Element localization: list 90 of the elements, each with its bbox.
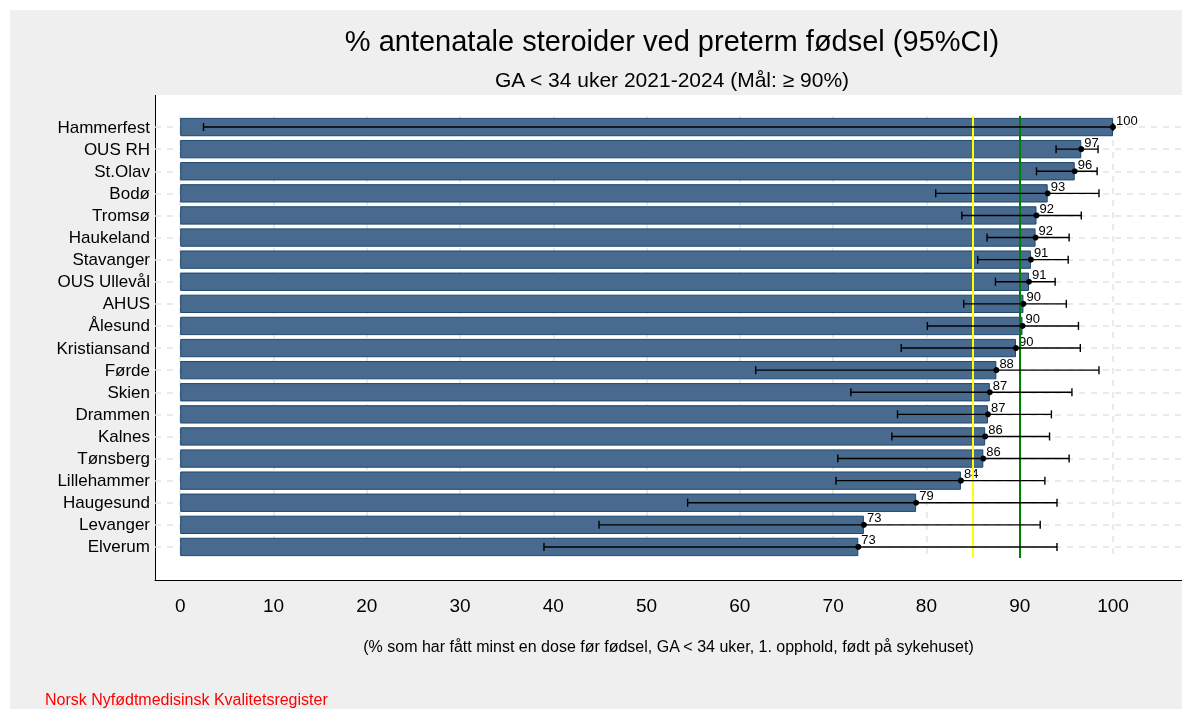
- point: [1078, 146, 1085, 153]
- x-tick-label: 80: [915, 595, 937, 616]
- point: [1032, 234, 1039, 241]
- bar: [180, 537, 859, 557]
- bar: [180, 405, 988, 424]
- data-label: 93: [1050, 178, 1066, 194]
- y-tick-label: Kalnes: [98, 426, 150, 446]
- point: [1044, 190, 1051, 197]
- y-tick-label: Kristiansand: [56, 338, 150, 358]
- point: [1019, 322, 1026, 329]
- data-label: 90: [1025, 311, 1040, 327]
- y-tick-label: OUS RH: [83, 139, 150, 159]
- point: [913, 499, 920, 506]
- point: [957, 477, 964, 484]
- bar: [180, 250, 1031, 269]
- y-tick-label: Lillehammer: [57, 471, 151, 491]
- point: [1027, 256, 1034, 263]
- bar: [180, 449, 984, 468]
- data-label: 73: [861, 532, 876, 548]
- data-label: 91: [1032, 267, 1047, 283]
- y-tick-label: Stavanger: [72, 250, 151, 270]
- point: [1071, 168, 1078, 175]
- y-tick-label: Levanger: [79, 515, 151, 535]
- bar: [180, 383, 990, 402]
- y-tick-label: Førde: [104, 360, 150, 380]
- data-label: 92: [1038, 223, 1054, 239]
- text: Norsk Nyfødtmedisinsk Kvalitetsregister: [45, 690, 329, 708]
- bar: [180, 493, 917, 512]
- data-label: 92: [1039, 200, 1054, 216]
- bar: [180, 184, 1048, 203]
- point: [860, 521, 867, 528]
- point: [1026, 278, 1033, 285]
- x-tick-label: 100: [1097, 595, 1129, 616]
- data-label: 97: [1084, 134, 1099, 150]
- y-tick-label: Tønsberg: [77, 449, 150, 469]
- y-tick-label: St.Olav: [94, 161, 151, 181]
- y-tick-label: AHUS: [102, 294, 150, 314]
- bar: [180, 471, 961, 490]
- bar: [180, 139, 1082, 159]
- y-tick-label: Skien: [107, 382, 150, 402]
- data-label: 88: [999, 355, 1014, 371]
- y-tick-label: Ålesund: [88, 316, 150, 336]
- point: [982, 433, 989, 440]
- data-label: 100: [1115, 112, 1138, 128]
- y-tick-label: Tromsø: [92, 205, 150, 225]
- point: [1020, 300, 1027, 307]
- data-label: 87: [990, 399, 1006, 415]
- point: [855, 543, 862, 550]
- x-tick-label: 20: [356, 595, 378, 616]
- bar: [180, 228, 1036, 247]
- bar: [180, 338, 1016, 358]
- bar: [180, 360, 997, 380]
- point: [993, 367, 1000, 374]
- x-tick-label: 70: [822, 595, 844, 616]
- x-tick-label: 60: [729, 595, 751, 616]
- data-label: 87: [992, 377, 1008, 393]
- chart-subtitle: GA < 34 uker 2021-2024 (Mål: ≥ 90%): [494, 68, 850, 91]
- x-tick-label: 10: [262, 595, 285, 616]
- data-label: 86: [986, 444, 1001, 460]
- data-label: 90: [1026, 289, 1041, 305]
- y-tick-label: OUS Ullevål: [57, 272, 150, 292]
- x-tick-label: 50: [636, 595, 658, 616]
- y-tick-label: Drammen: [75, 404, 150, 424]
- x-tick-label: 40: [542, 595, 564, 616]
- bar: [180, 162, 1075, 181]
- x-tick-label: 30: [449, 595, 471, 616]
- y-tick-label: Bodø: [109, 183, 150, 203]
- bar: [180, 206, 1037, 225]
- data-label: 91: [1033, 245, 1049, 261]
- x-axis-title: (% som har fått minst en dose før fødsel, GA < 34 uker, 1. opphold, født på sykehuset): [363, 637, 974, 655]
- point: [1033, 212, 1040, 219]
- chart-title: % antenatale steroider ved preterm fødsel (95%CI): [344, 24, 1000, 57]
- bar: [180, 427, 986, 446]
- data-label: 79: [919, 488, 934, 504]
- y-tick-label: Haugesund: [63, 493, 150, 513]
- bar: [180, 515, 864, 535]
- point: [984, 411, 991, 418]
- bar: [180, 316, 1023, 336]
- x-tick-label: 90: [1009, 595, 1031, 616]
- point: [986, 389, 993, 396]
- y-tick-label: Elverum: [87, 537, 150, 557]
- x-tick-label: 0: [174, 595, 186, 616]
- y-tick-label: Hammerfest: [57, 117, 151, 137]
- point: [1012, 345, 1019, 352]
- data-label: 96: [1077, 156, 1093, 172]
- bar: [180, 272, 1030, 291]
- bar: [180, 294, 1024, 314]
- data-label: 73: [866, 510, 882, 526]
- data-label: 86: [988, 421, 1003, 437]
- y-tick-label: Haukeland: [68, 228, 150, 248]
